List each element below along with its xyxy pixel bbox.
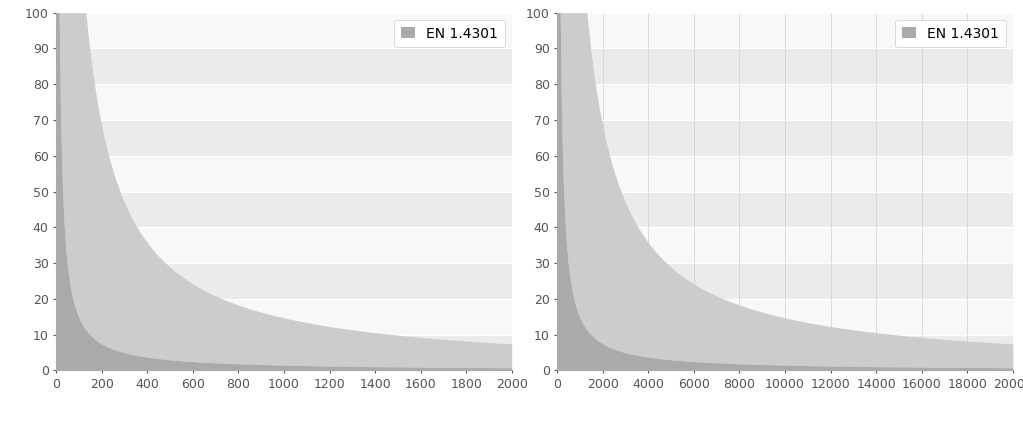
Bar (56, 13, 512, 48)
Bar (558, 13, 1013, 48)
Bar (558, 156, 1013, 192)
Bar (558, 263, 1013, 299)
Bar (56, 120, 512, 156)
Legend: EN 1.4301: EN 1.4301 (895, 19, 1006, 48)
Bar (558, 84, 1013, 120)
Bar (56, 84, 512, 120)
Legend: EN 1.4301: EN 1.4301 (394, 19, 504, 48)
Bar (558, 227, 1013, 263)
Bar (558, 335, 1013, 370)
Bar (56, 156, 512, 192)
Bar (558, 192, 1013, 227)
Bar (56, 192, 512, 227)
Bar (558, 120, 1013, 156)
Bar (56, 48, 512, 84)
Bar (56, 227, 512, 263)
Bar (558, 299, 1013, 335)
Bar (56, 263, 512, 299)
Bar (56, 299, 512, 335)
Bar (56, 335, 512, 370)
Bar (558, 48, 1013, 84)
